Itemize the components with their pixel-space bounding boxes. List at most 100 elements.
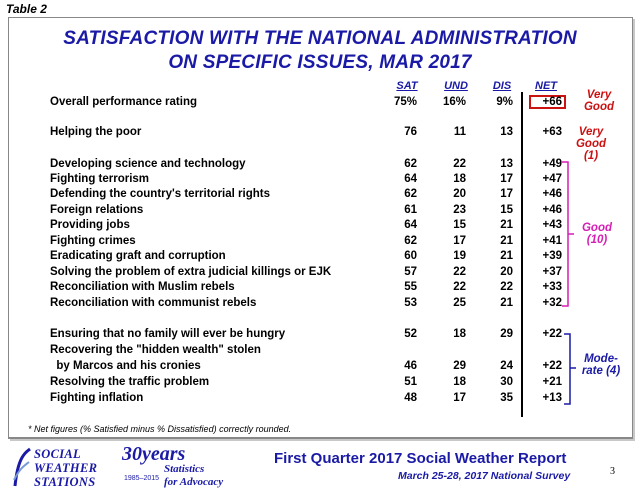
und-value: 18 [453, 328, 466, 340]
sat-value: 62 [404, 188, 417, 200]
und-value: 18 [453, 376, 466, 388]
sat-value: 62 [404, 158, 417, 170]
band-text: Mode- [584, 353, 618, 365]
good-bracket [562, 161, 574, 307]
dis-value: 17 [500, 173, 513, 185]
report-title: First Quarter 2017 Social Weather Report [274, 450, 567, 467]
table-row: Fighting inflation 48 17 35 +13 [0, 392, 641, 407]
row-label: Developing science and technology [50, 158, 246, 170]
table-row: Foreign relations 61 23 15 +46 [0, 204, 641, 219]
table-row: Resolving the traffic problem 51 18 30 +… [0, 376, 641, 391]
table-row: Defending the country's territorial righ… [0, 188, 641, 203]
dis-value: 20 [500, 266, 513, 278]
net-value: +13 [542, 392, 562, 404]
table-row: Ensuring that no family will ever be hun… [0, 328, 641, 343]
row-label: Solving the problem of extra judicial ki… [50, 266, 332, 278]
sws-logo-icon [13, 447, 31, 487]
table-frame [8, 17, 633, 439]
sat-value: 57 [404, 266, 417, 278]
net-value: +49 [542, 158, 562, 170]
sat-value: 76 [404, 126, 417, 138]
table-row: Helping the poor 76 11 13 +63 [0, 126, 641, 141]
org-name-line-3: STATIONS [34, 475, 96, 489]
und-value: 20 [453, 188, 466, 200]
row-label: Fighting inflation [50, 392, 144, 404]
dis-value: 17 [500, 188, 513, 200]
band-text: Good [575, 138, 607, 150]
overall-net-highlight-box [529, 95, 566, 109]
band-text: (1) [583, 150, 599, 162]
dis-value: 9% [496, 96, 513, 108]
und-value: 17 [453, 235, 466, 247]
table-row: Eradicating graft and corruption 60 19 2… [0, 250, 641, 265]
dis-value: 24 [500, 360, 513, 372]
dis-value: 29 [500, 328, 513, 340]
und-value: 29 [453, 360, 466, 372]
row-label: Defending the country's territorial righ… [50, 188, 270, 200]
und-value: 22 [453, 266, 466, 278]
net-value: +46 [542, 188, 562, 200]
net-value: +21 [542, 376, 562, 388]
column-header-dis: DIS [492, 80, 512, 92]
tagline-line-2: for Advocacy [164, 476, 224, 488]
org-name-line-1: SOCIAL [34, 447, 81, 461]
band-very-good: Very Good (1) [569, 126, 613, 162]
und-value: 15 [453, 219, 466, 231]
net-value: +41 [542, 235, 562, 247]
net-value: +32 [542, 297, 562, 309]
net-value: +33 [542, 281, 562, 293]
table-row: Reconciliation with Muslim rebels 55 22 … [0, 281, 641, 296]
net-value: +63 [542, 126, 562, 138]
page-number: 3 [610, 466, 615, 477]
table-row: Fighting terrorism 64 18 17 +47 [0, 173, 641, 188]
moderate-bracket [564, 333, 576, 405]
row-label: Recovering the "hidden wealth" stolen [50, 344, 261, 356]
und-value: 19 [453, 250, 466, 262]
anniversary-mark: 30years [122, 443, 186, 465]
footer-divider [8, 437, 633, 438]
dis-value: 13 [500, 126, 513, 138]
dis-value: 30 [500, 376, 513, 388]
sat-value: 53 [404, 297, 417, 309]
und-value: 18 [453, 173, 466, 185]
band-text: (10) [586, 234, 608, 246]
dis-value: 35 [500, 392, 513, 404]
sat-value: 48 [404, 392, 417, 404]
sat-value: 52 [404, 328, 417, 340]
table-row: Developing science and technology 62 22 … [0, 158, 641, 173]
band-text: rate (4) [581, 365, 621, 377]
dis-value: 21 [500, 219, 513, 231]
net-value: +22 [542, 360, 562, 372]
und-value: 23 [453, 204, 466, 216]
row-label: Resolving the traffic problem [50, 376, 210, 388]
sat-value: 62 [404, 235, 417, 247]
dis-value: 15 [500, 204, 513, 216]
und-value: 22 [453, 158, 466, 170]
sat-value: 75% [393, 96, 417, 108]
footnote: * Net figures (% Satisfied minus % Dissa… [28, 424, 292, 434]
band-text: Good [581, 222, 613, 234]
sat-value: 64 [404, 173, 417, 185]
net-value: +66 [542, 96, 562, 108]
band-very-good-overall: Very Good [577, 89, 621, 113]
org-name-line-2: WEATHER [34, 461, 98, 475]
table-row: Reconciliation with communist rebels 53 … [0, 297, 641, 312]
title-line-1: SATISFACTION WITH THE NATIONAL ADMINISTR… [63, 28, 577, 49]
row-label: Fighting crimes [50, 235, 136, 247]
sat-value: 55 [404, 281, 417, 293]
title-line-2: ON SPECIFIC ISSUES, MAR 2017 [168, 52, 472, 73]
band-moderate: Mode- rate (4) [579, 353, 623, 377]
band-text: Very [578, 126, 604, 138]
table-row: Recovering the "hidden wealth" stolen [0, 344, 641, 359]
column-header-sat: SAT [396, 80, 418, 92]
net-divider-line [521, 92, 523, 417]
table-row: Overall performance rating 75% 16% 9% +6… [0, 96, 641, 111]
anniversary-years: 1985–2015 [124, 475, 160, 482]
sat-value: 61 [404, 204, 417, 216]
dis-value: 13 [500, 158, 513, 170]
sat-value: 64 [404, 219, 417, 231]
net-value: +43 [542, 219, 562, 231]
sat-value: 46 [404, 360, 417, 372]
net-value: +46 [542, 204, 562, 216]
report-subtitle: March 25-28, 2017 National Survey [398, 470, 571, 482]
